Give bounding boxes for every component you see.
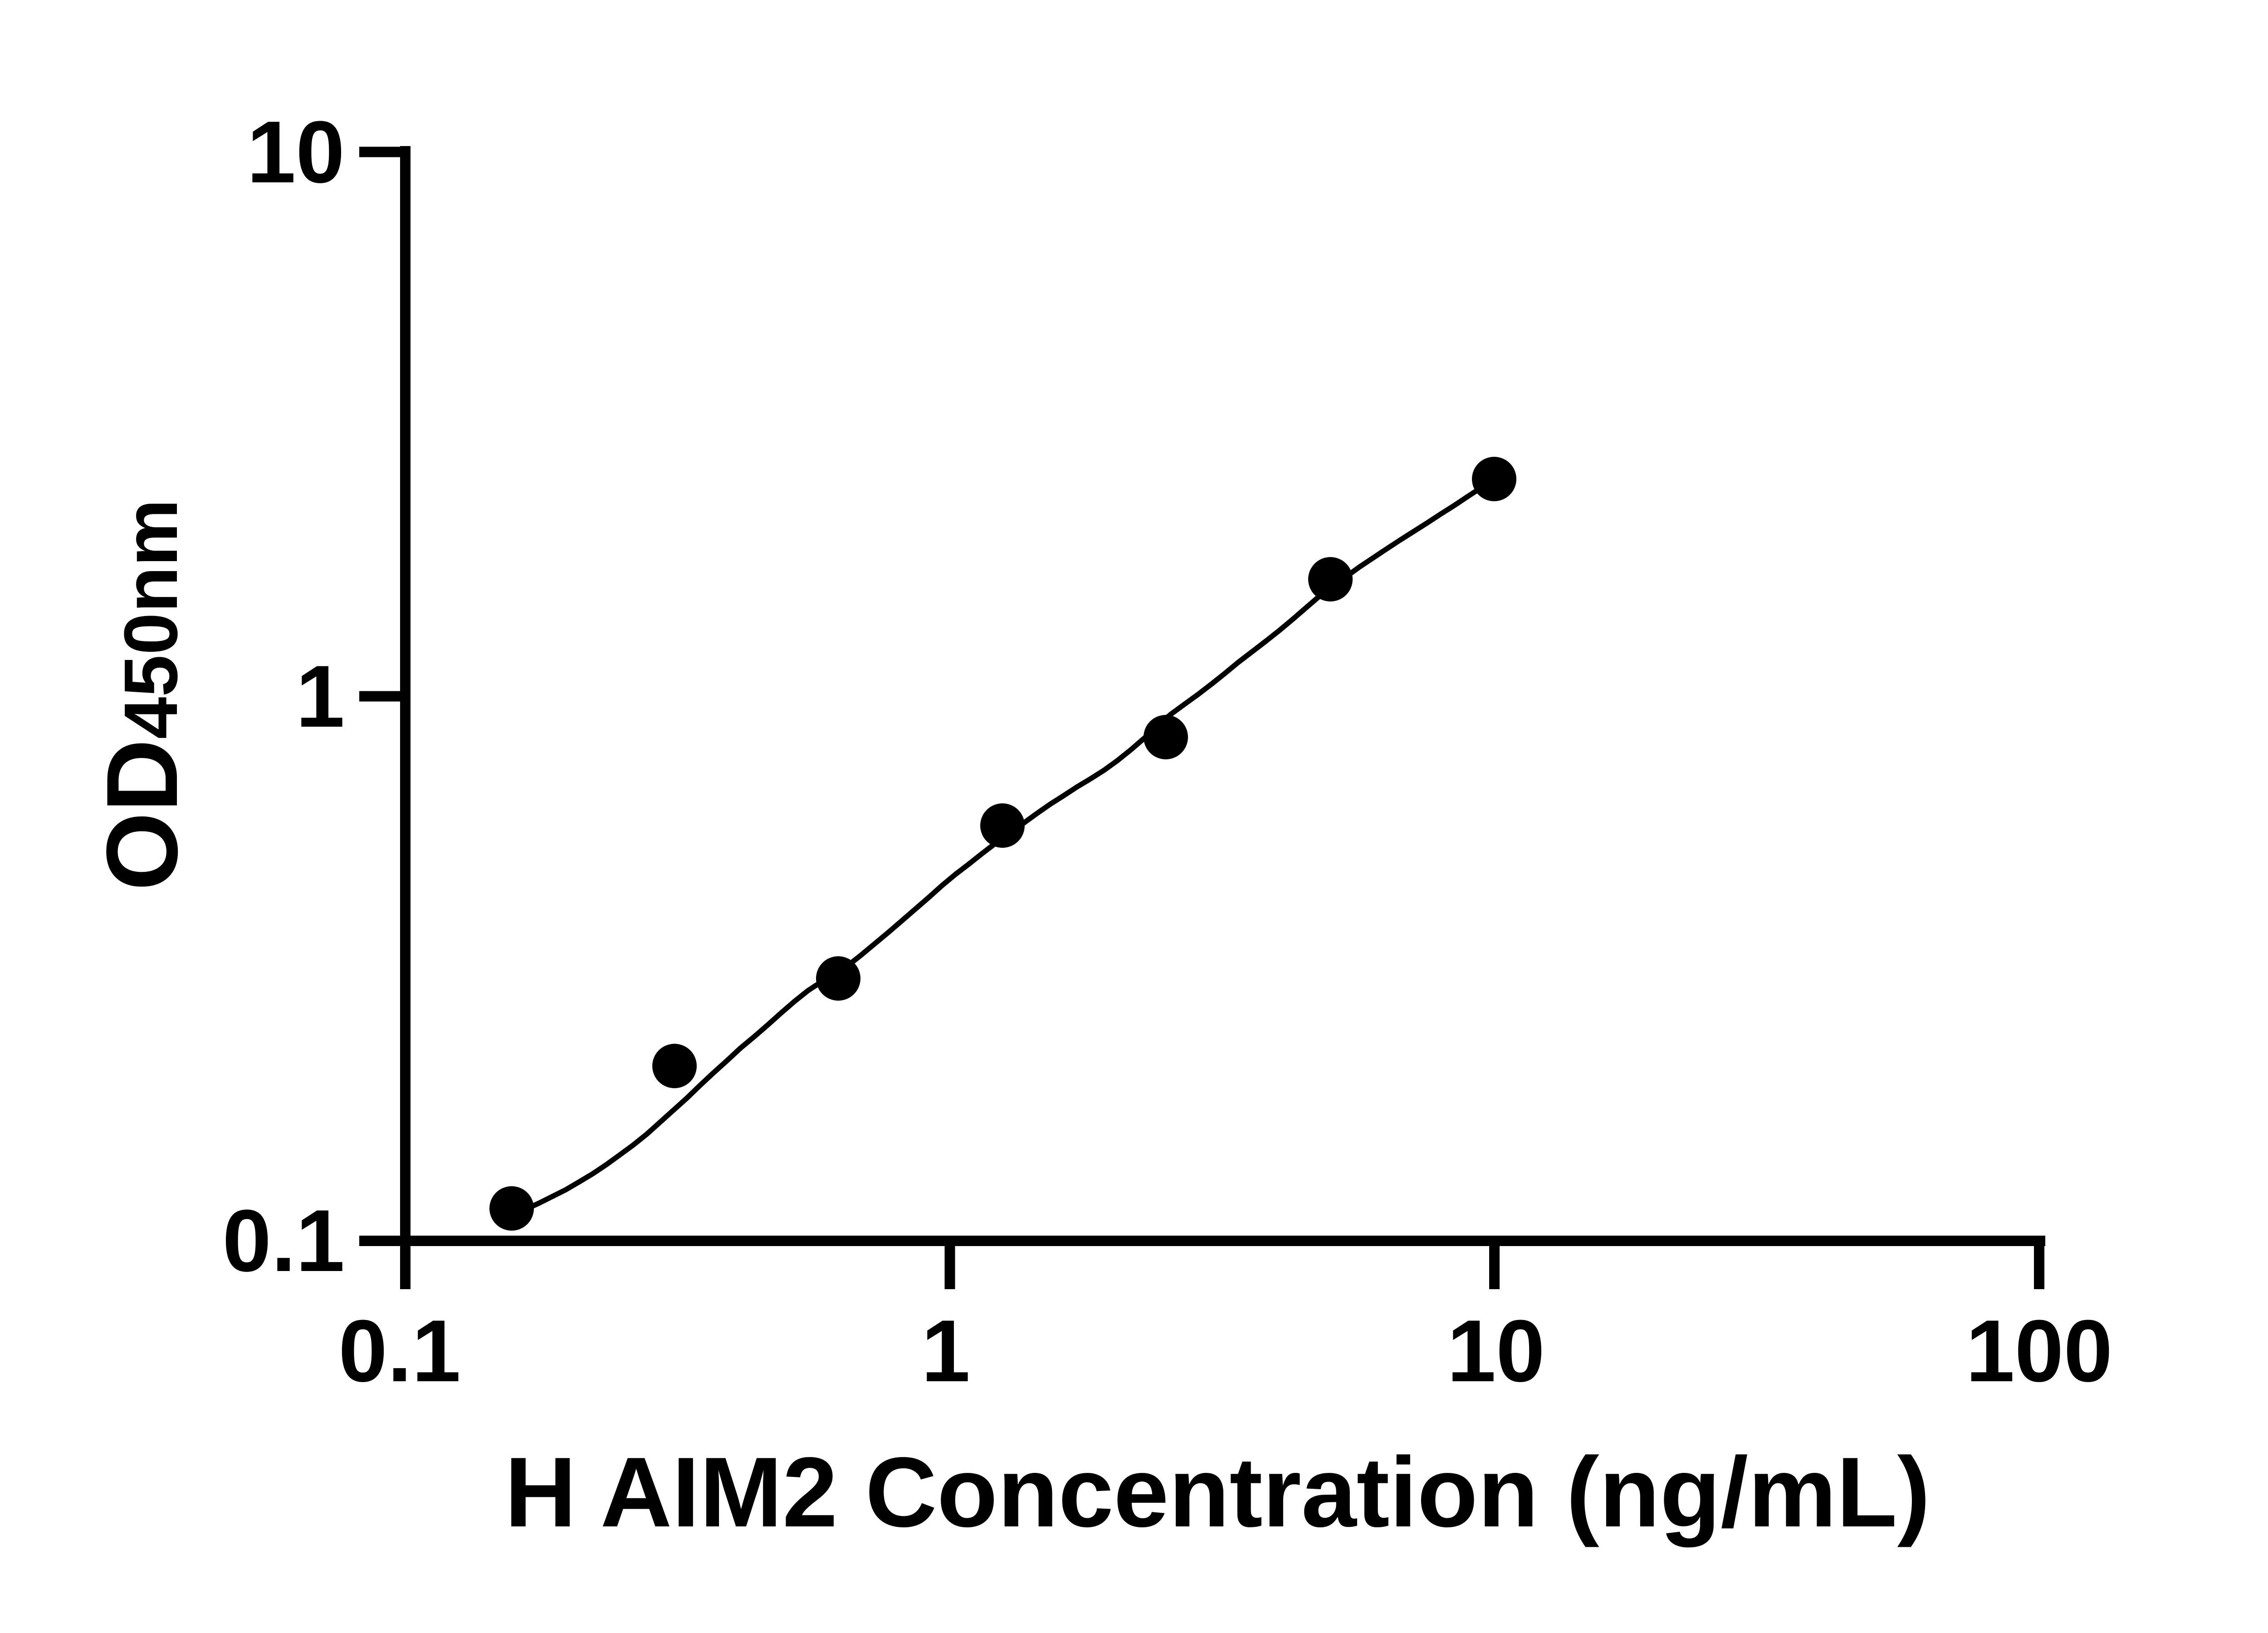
svg-text:OD450nm: OD450nm (86, 499, 199, 891)
svg-text:1: 1 (921, 1302, 970, 1400)
svg-text:0.1: 0.1 (222, 1192, 345, 1290)
svg-text:1: 1 (296, 647, 345, 746)
svg-text:10: 10 (247, 103, 345, 201)
svg-text:0.1: 0.1 (338, 1302, 461, 1400)
svg-text:10: 10 (1447, 1302, 1545, 1400)
svg-text:H AIM2 Concentration (ng/mL): H AIM2 Concentration (ng/mL) (505, 1437, 1931, 1548)
svg-text:100: 100 (1966, 1302, 2113, 1400)
